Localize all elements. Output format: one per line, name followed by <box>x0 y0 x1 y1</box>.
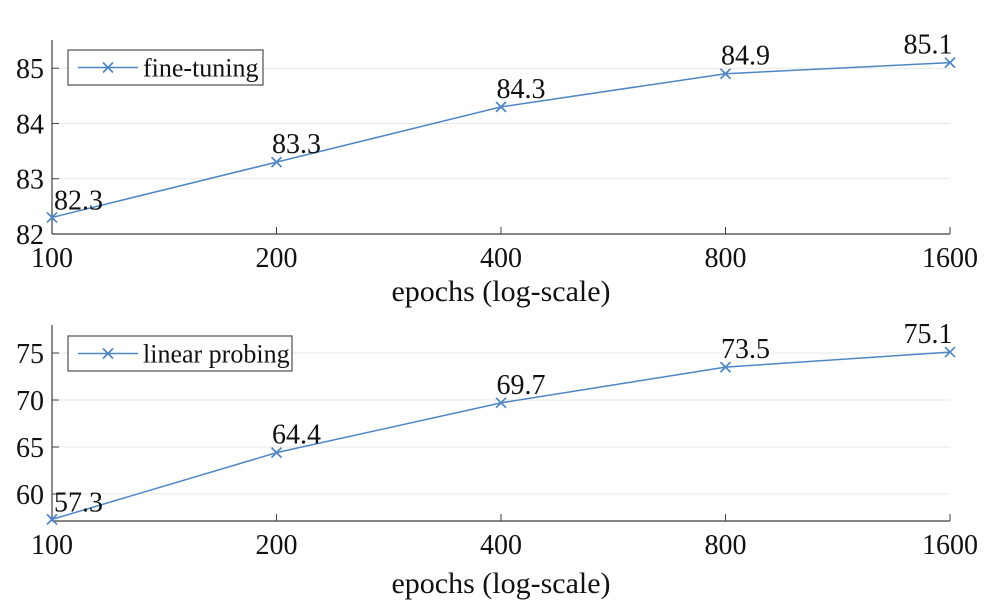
y-tick-label: 70 <box>16 386 44 417</box>
x-tick-label: 1600 <box>922 243 978 274</box>
data-point-marker <box>46 211 58 224</box>
legend-linear-probing: linear probing <box>67 335 293 372</box>
data-point-label: 73.5 <box>721 334 770 365</box>
x-tick-label: 800 <box>705 243 747 274</box>
legend-fine-tuning: fine-tuning <box>67 49 264 86</box>
x-axis-label: epochs (log-scale) <box>391 275 610 308</box>
x-tick-label: 100 <box>31 530 73 561</box>
data-point-label: 82.3 <box>54 185 103 216</box>
data-point-marker <box>495 397 507 409</box>
y-tick-label: 60 <box>16 480 44 511</box>
legend-label: fine-tuning <box>143 54 259 83</box>
data-point-marker <box>944 346 956 358</box>
y-tick-label: 83 <box>16 165 44 196</box>
x-tick-label: 400 <box>480 243 522 274</box>
data-point-label: 84.3 <box>497 74 546 105</box>
data-point-marker <box>495 101 507 113</box>
data-point-label: 85.1 <box>904 30 953 61</box>
data-point-marker <box>719 361 732 373</box>
data-point-label: 64.4 <box>272 420 321 451</box>
chart-fine-tuning: 82 83 84 85 100 200 400 800 1600 epochs (log-scal… <box>16 30 978 308</box>
y-tick-label: 65 <box>16 433 44 464</box>
x-tick-label: 200 <box>256 243 298 274</box>
x-tick-label: 400 <box>480 530 522 561</box>
data-point-label: 57.3 <box>54 487 103 518</box>
legend-sample-x-marker-icon <box>102 347 114 360</box>
data-point-marker <box>719 68 732 80</box>
legend-label: linear probing <box>143 340 290 369</box>
y-tick-label: 85 <box>16 54 44 85</box>
y-tick-label: 84 <box>16 109 44 140</box>
x-tick-label: 800 <box>705 530 747 561</box>
data-point-label: 75.1 <box>904 319 953 350</box>
data-point-label: 69.7 <box>497 370 546 401</box>
data-point-marker <box>944 57 956 69</box>
legend-sample-x-marker-icon <box>102 61 114 74</box>
x-tick-label: 100 <box>31 243 73 274</box>
chart-linear-probing: 60 65 70 75 100 200 400 800 1600 epochs (log-scal… <box>16 319 978 600</box>
data-point-label: 83.3 <box>272 129 321 160</box>
x-tick-label: 1600 <box>922 530 978 561</box>
data-point-label: 84.9 <box>721 41 770 72</box>
data-point-marker <box>270 447 283 459</box>
x-tick-label: 200 <box>256 530 298 561</box>
x-axis-label: epochs (log-scale) <box>391 567 610 600</box>
y-tick-label: 75 <box>16 339 44 370</box>
data-point-marker <box>46 513 58 526</box>
data-point-marker <box>270 156 283 168</box>
y-tick-label: 82 <box>16 220 44 251</box>
